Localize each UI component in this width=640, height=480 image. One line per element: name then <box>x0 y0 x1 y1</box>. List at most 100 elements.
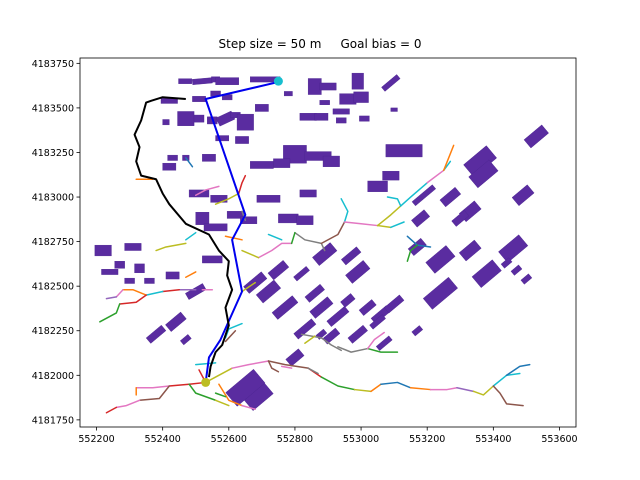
y-tick-label: 4183000 <box>32 193 74 204</box>
obstacle <box>381 74 401 92</box>
tree-edge <box>505 363 531 377</box>
obstacle <box>471 259 502 288</box>
obstacle <box>500 257 513 269</box>
planned-path-line <box>204 80 282 383</box>
obstacle <box>202 154 216 162</box>
obstacle <box>353 91 369 103</box>
obstacle <box>285 348 305 367</box>
start-point-marker <box>201 377 211 387</box>
obstacle <box>309 296 334 319</box>
obstacle <box>336 117 347 124</box>
tree-edge <box>214 399 230 407</box>
tree-edge <box>307 367 319 375</box>
obstacle <box>193 114 205 123</box>
tree-edge <box>300 333 342 352</box>
tree-edge <box>267 360 280 373</box>
tree-edge <box>185 231 197 241</box>
tree-edge <box>237 174 247 195</box>
x-tick-label: 553600 <box>541 434 577 445</box>
obstacle <box>299 113 317 121</box>
tree-edge <box>122 288 147 296</box>
obstacle <box>236 113 254 131</box>
tree-edge <box>231 360 270 369</box>
obstacle <box>351 72 364 90</box>
obstacle <box>255 104 269 112</box>
tree-edge <box>340 198 349 223</box>
x-tick-label: 553400 <box>475 434 511 445</box>
obstacle <box>382 170 400 181</box>
obstacle <box>296 215 314 225</box>
rrt-tree-layer <box>99 144 531 414</box>
tree-edge <box>194 185 220 197</box>
tree-edge <box>105 296 118 300</box>
tree-edge <box>406 244 419 262</box>
tree-edge <box>320 376 356 391</box>
obstacle <box>322 155 340 167</box>
obstacle <box>411 184 437 207</box>
obstacle <box>498 234 529 263</box>
y-tick-label: 4182750 <box>32 237 74 248</box>
tree-edge <box>145 290 164 296</box>
obstacle <box>278 213 299 224</box>
tree-edge <box>214 192 240 205</box>
obstacle <box>101 269 119 275</box>
obstacle <box>145 324 167 344</box>
tree-edge <box>241 249 260 259</box>
y-tick-label: 4182000 <box>32 371 74 382</box>
tree-edge <box>380 381 412 389</box>
obstacle <box>210 195 228 203</box>
obstacle <box>345 260 371 284</box>
obstacle <box>235 136 249 144</box>
obstacle <box>523 124 549 149</box>
obstacle <box>162 119 170 126</box>
obstacle <box>340 293 356 308</box>
tree-edge <box>241 404 257 410</box>
obstacle <box>144 277 155 284</box>
tree-edge <box>294 231 326 252</box>
x-tick-label: 552800 <box>277 434 313 445</box>
x-tick-label: 552200 <box>78 434 114 445</box>
tree-edge <box>267 233 283 241</box>
obstacle <box>332 108 350 115</box>
obstacle <box>256 195 281 203</box>
obstacle <box>458 239 482 262</box>
obstacle <box>134 263 145 274</box>
obstacle <box>293 266 310 282</box>
tree-edge <box>366 347 399 353</box>
obstacle <box>124 277 135 284</box>
tree-edge <box>426 169 445 184</box>
obstacle <box>165 271 180 280</box>
obstacle <box>390 107 398 112</box>
x-axis: 552200 552400 552600 552800 553000 553200 5534… <box>78 427 578 445</box>
tree-edge <box>185 157 194 168</box>
tree-edge <box>115 399 141 409</box>
obstacle <box>185 283 207 300</box>
obstacle <box>385 144 423 158</box>
tree-edge <box>320 221 346 245</box>
tree-edge <box>267 360 309 369</box>
obstacle <box>468 159 499 189</box>
y-tick-label: 4182250 <box>32 326 74 337</box>
tree-edge <box>224 329 237 343</box>
tree-edge <box>257 242 293 259</box>
tree-edge <box>155 242 187 252</box>
tree-edge <box>390 221 405 229</box>
obstacle <box>202 255 223 264</box>
y-tick-label: 4183250 <box>32 148 74 159</box>
chart-title: Step size = 50 m Goal bias = 0 <box>218 37 422 51</box>
tree-edge <box>161 288 180 293</box>
y-tick-label: 4182500 <box>32 282 74 293</box>
x-tick-label: 553000 <box>343 434 379 445</box>
tree-edge <box>185 271 197 279</box>
tree-edge <box>135 385 171 389</box>
y-axis: 4181750 4182000 4182250 4182500 4182750 41830… <box>32 59 80 426</box>
obstacle <box>283 91 293 97</box>
obstacle <box>422 276 458 310</box>
tree-edge <box>105 406 118 414</box>
obstacle <box>411 209 431 228</box>
x-tick-label: 552400 <box>145 434 181 445</box>
obstacle <box>326 306 350 327</box>
obstacle <box>347 324 368 344</box>
obstacle <box>192 96 206 102</box>
obstacle <box>369 314 386 330</box>
